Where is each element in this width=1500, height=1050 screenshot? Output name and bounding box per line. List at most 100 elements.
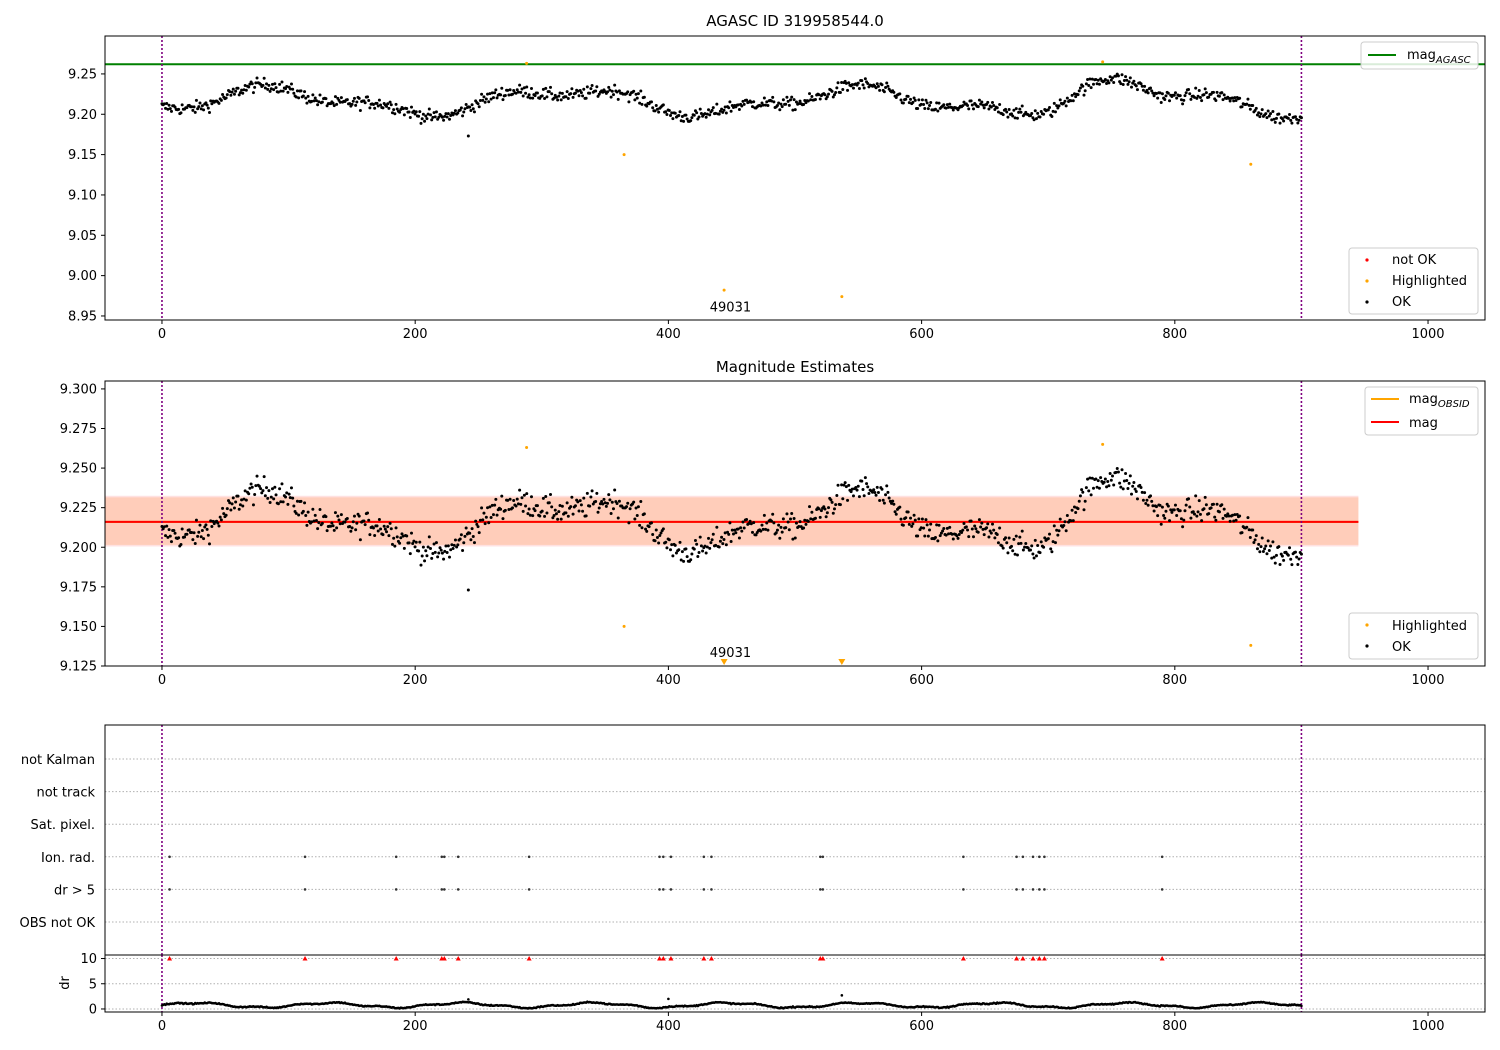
ok-point [420, 554, 424, 558]
ok-point [846, 88, 850, 92]
ok-point [926, 107, 930, 111]
ok-point [331, 524, 335, 528]
ok-point [665, 546, 669, 550]
ok-point [1011, 549, 1015, 553]
ok-point [452, 111, 456, 115]
ok-point [209, 519, 213, 523]
ok-point [836, 81, 840, 85]
ok-point [649, 521, 653, 525]
ok-point [916, 107, 920, 111]
ok-point [1286, 116, 1290, 120]
flag-row-label: not track [36, 786, 95, 801]
ok-point [606, 501, 610, 505]
ok-point [484, 515, 488, 519]
ok-point [590, 84, 594, 88]
ok-point [516, 502, 520, 506]
ok-point [291, 496, 295, 500]
ok-point [168, 107, 172, 111]
ok-point [615, 90, 619, 94]
x-tick-label: 600 [909, 673, 934, 688]
ok-point [383, 527, 387, 531]
ok-point [1194, 86, 1198, 90]
ok-point [941, 529, 945, 533]
ok-point [535, 504, 539, 508]
ok-point [987, 535, 991, 539]
ok-point [1181, 102, 1185, 106]
ok-point [434, 110, 438, 114]
ok-point [1160, 505, 1164, 509]
ok-point [312, 99, 316, 103]
flag-point [819, 888, 822, 891]
ok-point [1204, 91, 1208, 95]
ok-point [1128, 474, 1132, 478]
ok-point [1099, 476, 1103, 480]
ok-point [351, 99, 355, 103]
ok-point [715, 525, 719, 529]
ok-point [1173, 503, 1177, 507]
ok-point [951, 537, 955, 541]
ok-point [388, 100, 392, 104]
ok-point [169, 109, 173, 113]
ok-point [1254, 106, 1258, 110]
ok-point [1057, 104, 1061, 108]
ok-point [207, 542, 211, 546]
ok-point [197, 530, 201, 534]
ok-point [695, 542, 699, 546]
dr-clipped-marker [1014, 956, 1020, 961]
ok-point [907, 522, 911, 526]
ok-point [1109, 78, 1113, 82]
ok-point [597, 506, 601, 510]
ok-point [874, 86, 878, 90]
ok-point [463, 107, 467, 111]
ok-point [925, 523, 929, 527]
ok-point [634, 506, 638, 510]
flag-point [702, 888, 706, 891]
ok-point [425, 554, 429, 558]
ok-point [324, 97, 328, 101]
ok-point [528, 96, 532, 100]
ok-point [533, 509, 537, 513]
ok-point [280, 80, 284, 84]
ok-point [704, 551, 708, 555]
ok-point [1001, 546, 1005, 550]
ok-point [803, 518, 807, 522]
ok-point [424, 114, 428, 118]
ok-point [424, 549, 428, 553]
ok-point [1089, 86, 1093, 90]
ok-point [493, 503, 497, 507]
ok-point [1254, 534, 1258, 538]
ok-point [379, 103, 383, 107]
ok-point [1062, 524, 1066, 528]
flag-point [1031, 888, 1035, 891]
x-tick-label: 800 [1162, 327, 1187, 342]
ok-point [754, 533, 758, 537]
y-tick-label: 9.175 [60, 580, 97, 595]
ok-point [867, 492, 871, 496]
ok-point [1038, 551, 1042, 555]
ok-point [442, 557, 446, 561]
ok-point [989, 531, 993, 535]
ok-point [1194, 494, 1198, 498]
flag-point [710, 855, 713, 859]
ok-point [1032, 556, 1036, 560]
ok-point [661, 527, 665, 531]
highlighted-point [1249, 643, 1253, 647]
ok-point [280, 482, 284, 486]
ok-point [752, 521, 756, 525]
ok-point [787, 103, 791, 107]
ok-point [770, 99, 774, 103]
ok-point [601, 502, 605, 506]
ok-point [990, 101, 994, 105]
ok-point [977, 98, 981, 102]
ok-point [644, 527, 648, 531]
ok-point [1020, 529, 1024, 533]
ok-point [817, 93, 821, 97]
ok-point [789, 98, 793, 102]
ok-point [458, 108, 462, 112]
ok-point [510, 92, 514, 96]
ok-point [766, 104, 770, 108]
ok-point [1143, 491, 1147, 495]
ok-point [924, 98, 928, 102]
ok-point [558, 91, 562, 95]
ok-point [345, 517, 349, 521]
